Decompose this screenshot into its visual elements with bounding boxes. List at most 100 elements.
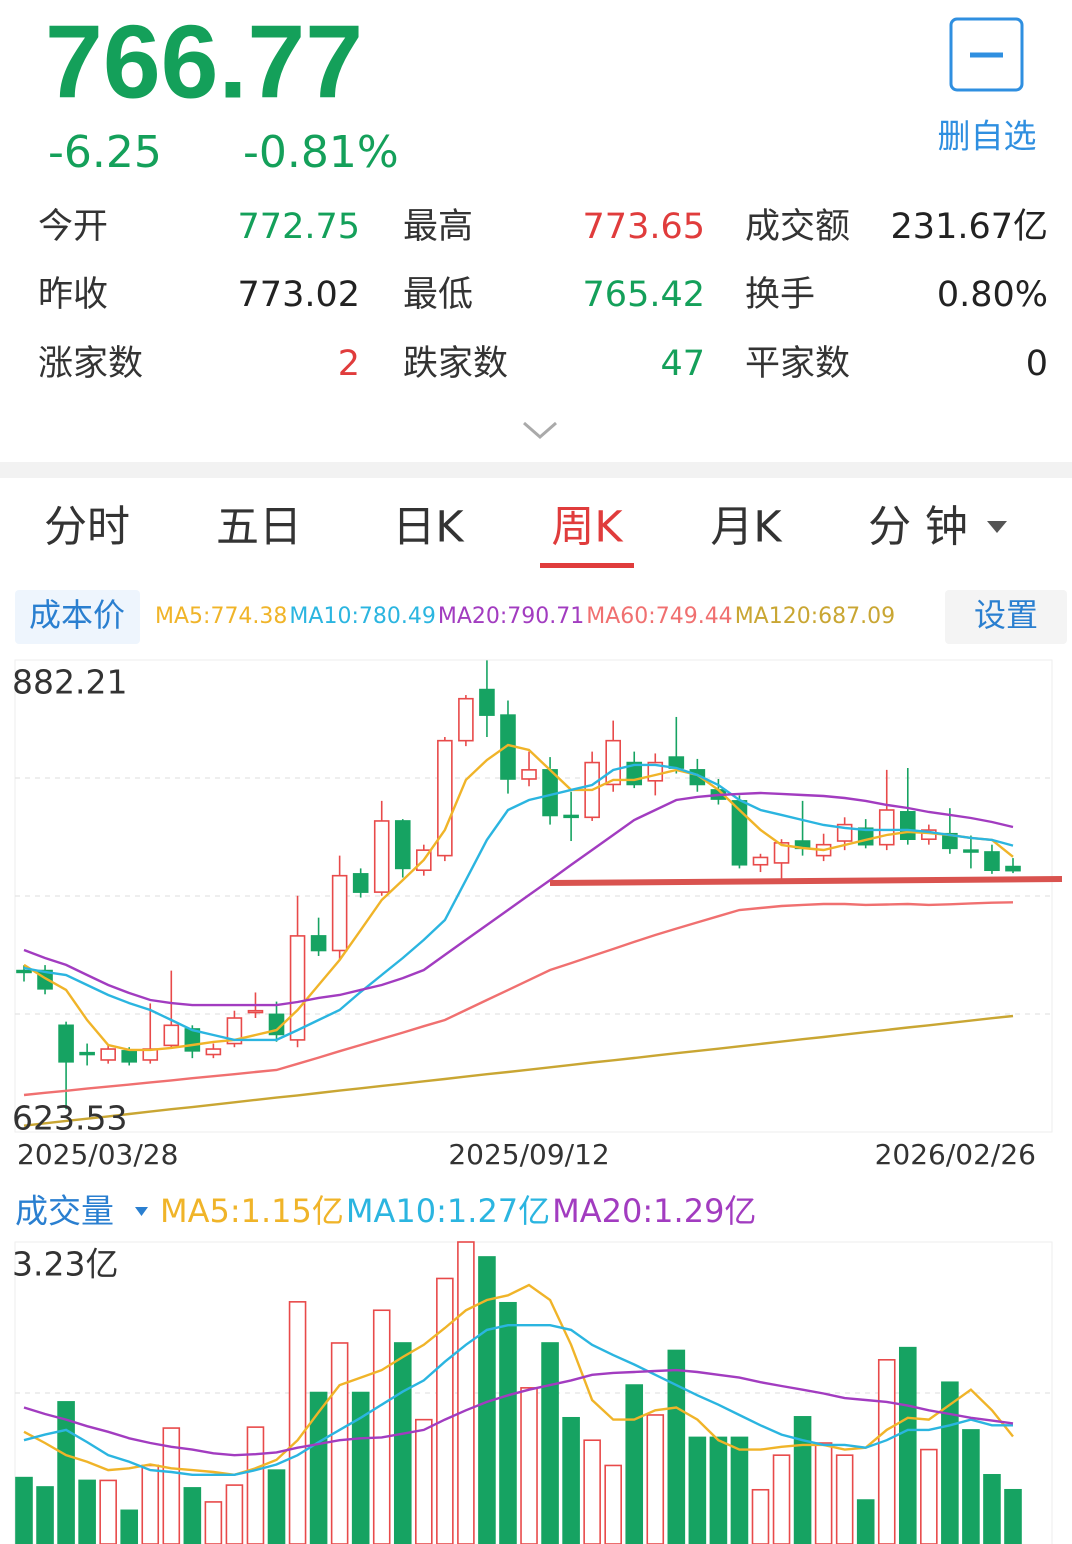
tab[interactable]: 五日 [216,503,302,553]
legend-entry: MA20:790.71 [438,604,584,629]
legend-entry: MA5:1.15亿 [160,1192,344,1230]
candle-body [899,811,916,840]
ma-line [23,1014,1014,1127]
volume-bar [309,1391,328,1544]
stat-value: 773.65 [583,207,705,247]
candle-body [942,832,958,850]
ma-line [23,1283,1014,1477]
candle-body [773,842,790,864]
candle-body [458,697,474,742]
volume-bar [288,1301,307,1544]
volume-bar [225,1484,244,1544]
candle-body [58,1024,74,1063]
volume-bar [141,1464,160,1544]
volume-bar [330,1342,349,1544]
tab-underline [540,563,634,568]
tab[interactable]: 分 钟 [868,503,968,553]
ma-line [23,1324,1013,1476]
volume-bar [730,1436,749,1544]
ma-line [23,763,1014,1042]
tab[interactable]: 分时 [44,503,130,553]
stat-value: 773.02 [238,275,360,315]
volume-bar [793,1416,812,1544]
divider [0,462,1072,478]
candle-body [963,849,979,853]
stat-label: 最高 [403,207,473,247]
support-line [549,876,1063,886]
volume-bar [99,1479,117,1544]
ma-line [23,743,1014,1052]
legend-entry: MA20:1.29亿 [552,1192,756,1230]
cost-button[interactable]: 成本价 [15,590,140,644]
volume-bar [983,1474,1001,1544]
volume-bar [898,1346,917,1544]
tab[interactable]: 周K [551,503,624,553]
candle-body [521,769,537,780]
volume-bar [499,1301,517,1544]
volume-bar [835,1454,854,1544]
candle-body [563,814,579,819]
stat-value: 2 [338,344,360,384]
volume-bar [78,1479,96,1544]
volume-bar [646,1414,665,1544]
candle-body [605,739,621,786]
legend-entry: MA5:774.38 [155,604,287,629]
ma-line [23,791,1014,1007]
candle-body [437,739,453,857]
volume-title[interactable]: 成交量 [15,1192,114,1231]
stat-label: 最低 [403,275,473,315]
volume-bar [583,1439,601,1544]
volume-bar [688,1436,707,1544]
volume-bar [941,1381,959,1544]
stat-value: 765.42 [583,275,705,315]
volume-bar [856,1499,875,1544]
volume-bar [183,1487,202,1544]
x-tick-label: 2025/03/28 [17,1138,178,1171]
volume-bar [15,1476,33,1544]
volume-bar [877,1359,896,1544]
candle-body [878,809,895,846]
button-label[interactable]: 成本价 [29,596,125,634]
settings-button[interactable]: 设置 [945,590,1067,644]
candle-body [373,820,390,893]
button-label[interactable]: 删自选 [938,117,1037,156]
stat-label: 换手 [745,275,815,315]
button-label[interactable]: 设置 [974,596,1038,634]
candle-body [100,1048,116,1061]
candle-body [247,1009,264,1014]
y-tick-label: 3.23亿 [12,1245,118,1284]
candle-body [394,820,411,870]
candle-body [352,873,369,893]
volume-bar [57,1401,75,1544]
volume-bar [372,1309,391,1544]
volume-bar [920,1448,938,1544]
dropdown-icon[interactable] [987,521,1007,533]
volume-bar [751,1488,770,1544]
candle-body [226,1017,243,1045]
legend-entry: MA10:780.49 [289,604,435,629]
volume-bar [541,1342,559,1544]
dropdown-icon[interactable] [135,1207,148,1216]
volume-bar [520,1387,538,1544]
volume-bar [457,1241,475,1544]
tab[interactable]: 月K [710,503,783,553]
candle-body [205,1048,222,1056]
volume-bar [709,1436,728,1544]
stat-label: 跌家数 [403,344,508,384]
legend-entry: MA10:1.27亿 [346,1192,550,1230]
ma-line [23,901,1014,1097]
tab[interactable]: 日K [392,503,465,553]
candle-body [289,935,306,1041]
candle-body [752,856,769,866]
y-tick-label: 623.53 [12,1099,127,1138]
button-frame [949,17,1024,92]
stat-label: 成交额 [745,207,850,247]
x-tick-label: 2026/02/26 [875,1138,1036,1171]
candle-body [1005,865,1021,872]
watch-button[interactable]: 删自选 [938,17,1037,156]
candle-body [331,874,348,952]
stat-value: 772.75 [238,207,360,247]
expand-chevron[interactable] [523,421,557,439]
